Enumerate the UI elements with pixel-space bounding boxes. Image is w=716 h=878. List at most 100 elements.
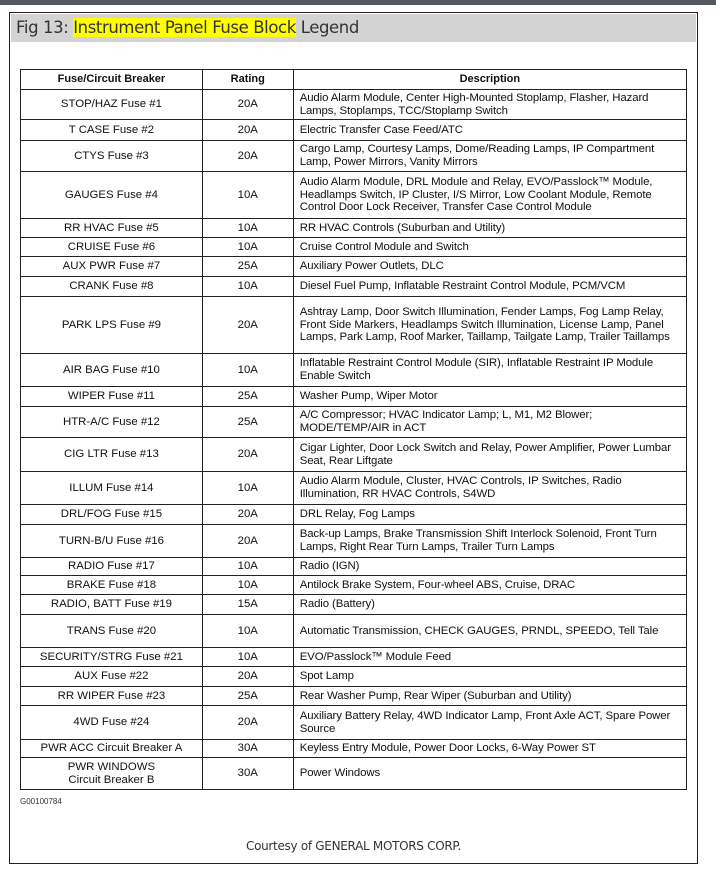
- fuse-name-cell: RADIO, BATT Fuse #19: [20, 594, 203, 615]
- rating-cell: 20A: [201, 437, 294, 472]
- table-row: TURN-B/U Fuse #16 20A Back-up Lamps, Brake…: [20, 524, 688, 558]
- fuse-name-cell: AIR BAG Fuse #10: [20, 353, 203, 387]
- table-row: HTR-A/C Fuse #12 25A A/C Compressor; HVAC …: [20, 406, 688, 438]
- table-row: AUX PWR Fuse #7 25A Auxiliary Power Outlet…: [20, 256, 688, 277]
- description-cell: Cruise Control Module and Switch: [292, 237, 688, 257]
- rating-cell: 25A: [201, 686, 294, 706]
- fuse-name-cell: PWR ACC Circuit Breaker A: [20, 739, 203, 758]
- rating-cell: 10A: [201, 276, 294, 297]
- fuse-name-cell: HTR-A/C Fuse #12: [20, 406, 203, 438]
- table-row: SECURITY/STRG Fuse #21 10A EVO/Passlock™ M…: [20, 647, 688, 667]
- title-bar: Fig 13: Instrument Panel Fuse Block Lege…: [11, 14, 696, 42]
- rating-cell: 10A: [201, 237, 294, 257]
- table-row: WIPER Fuse #11 25A Washer Pump, Wiper Moto…: [20, 386, 688, 407]
- rating-cell: 10A: [201, 471, 294, 505]
- table-row: CTYS Fuse #3 20A Cargo Lamp, Courtesy Lamp…: [20, 140, 688, 172]
- rating-cell: 10A: [201, 575, 294, 595]
- rating-cell: 20A: [201, 140, 294, 172]
- description-cell: EVO/Passlock™ Module Feed: [292, 647, 688, 667]
- description-cell: A/C Compressor; HVAC Indicator Lamp; L, …: [292, 406, 688, 438]
- rating-cell: 25A: [201, 386, 294, 407]
- description-cell: DRL Relay, Fog Lamps: [292, 504, 688, 525]
- rating-cell: 20A: [201, 296, 294, 354]
- title-highlight: Instrument Panel Fuse Block: [73, 18, 296, 37]
- description-cell: Auxiliary Battery Relay, 4WD Indicator L…: [292, 705, 688, 740]
- description-cell: Auxiliary Power Outlets, DLC: [292, 256, 688, 277]
- fuse-name-cell: CTYS Fuse #3: [20, 140, 203, 172]
- fuse-name-cell: RR WIPER Fuse #23: [20, 686, 203, 706]
- description-cell: Cargo Lamp, Courtesy Lamps, Dome/Reading…: [292, 140, 688, 172]
- rating-cell: 10A: [201, 557, 294, 576]
- description-cell: Back-up Lamps, Brake Transmission Shift …: [292, 524, 688, 558]
- description-cell: Washer Pump, Wiper Motor: [292, 386, 688, 407]
- table-row: DRL/FOG Fuse #15 20A DRL Relay, Fog Lamps: [20, 504, 688, 525]
- fuse-name-cell: RADIO Fuse #17: [20, 557, 203, 576]
- header-rating: Rating: [201, 69, 294, 90]
- table-row: AUX Fuse #22 20A Spot Lamp: [20, 666, 688, 687]
- description-cell: RR HVAC Controls (Suburban and Utility): [292, 218, 688, 238]
- fuse-name-cell: TRANS Fuse #20: [20, 614, 203, 648]
- rating-cell: 10A: [201, 614, 294, 648]
- description-cell: Inflatable Restraint Control Module (SIR…: [292, 353, 688, 387]
- header-description: Description: [292, 69, 688, 90]
- rating-cell: 20A: [201, 666, 294, 687]
- fuse-name-cell: CIG LTR Fuse #13: [20, 437, 203, 472]
- fuse-name-cell: CRANK Fuse #8: [20, 276, 203, 297]
- figure-title: Fig 13: Instrument Panel Fuse Block Lege…: [16, 18, 359, 37]
- description-cell: Diesel Fuel Pump, Inflatable Restraint C…: [292, 276, 688, 297]
- fuse-name-cell: RR HVAC Fuse #5: [20, 218, 203, 238]
- fuse-name-cell: BRAKE Fuse #18: [20, 575, 203, 595]
- title-prefix: Fig 13:: [16, 18, 74, 37]
- title-suffix: Legend: [295, 18, 360, 37]
- table-row: CRANK Fuse #8 10A Diesel Fuel Pump, Inflat…: [20, 276, 688, 297]
- table-row: RR WIPER Fuse #23 25A Rear Washer Pump, Re…: [20, 686, 688, 706]
- rating-cell: 30A: [201, 739, 294, 758]
- table-row: RR HVAC Fuse #5 10A RR HVAC Controls (Subu…: [20, 218, 688, 238]
- rating-cell: 20A: [201, 89, 294, 120]
- fuse-name-cell: AUX Fuse #22: [20, 666, 203, 687]
- figure-code: G00100784: [20, 797, 62, 806]
- table-row: RADIO Fuse #17 10A Radio (IGN): [20, 557, 688, 576]
- fuse-name-cell: TURN-B/U Fuse #16: [20, 524, 203, 558]
- description-cell: Audio Alarm Module, DRL Module and Relay…: [292, 171, 688, 219]
- description-cell: Antilock Brake System, Four-wheel ABS, C…: [292, 575, 688, 595]
- courtesy-credit: Courtesy of GENERAL MOTORS CORP.: [246, 839, 461, 853]
- description-cell: Power Windows: [292, 757, 688, 790]
- rating-cell: 10A: [201, 171, 294, 219]
- rating-cell: 20A: [201, 504, 294, 525]
- top-bar: [0, 0, 716, 5]
- rating-cell: 25A: [201, 256, 294, 277]
- rating-cell: 25A: [201, 406, 294, 438]
- fuse-name-cell: 4WD Fuse #24: [20, 705, 203, 740]
- table-row: BRAKE Fuse #18 10A Antilock Brake System, …: [20, 575, 688, 595]
- fuse-name-cell: SECURITY/STRG Fuse #21: [20, 647, 203, 667]
- table-row: PWR WINDOWS Circuit Breaker B 30A Power Wi…: [20, 757, 688, 790]
- table-row: TRANS Fuse #20 10A Automatic Transmission,…: [20, 614, 688, 648]
- rating-cell: 20A: [201, 119, 294, 141]
- fuse-name-cell: GAUGES Fuse #4: [20, 171, 203, 219]
- figure-panel: Fig 13: Instrument Panel Fuse Block Lege…: [9, 12, 698, 864]
- description-cell: Electric Transfer Case Feed/ATC: [292, 119, 688, 141]
- description-cell: Spot Lamp: [292, 666, 688, 687]
- table-row: T CASE Fuse #2 20A Electric Transfer Case …: [20, 119, 688, 141]
- description-cell: Cigar Lighter, Door Lock Switch and Rela…: [292, 437, 688, 472]
- header-fuse: Fuse/Circuit Breaker: [20, 69, 203, 90]
- table-row: CRUISE Fuse #6 10A Cruise Control Module a…: [20, 237, 688, 257]
- table-row: CIG LTR Fuse #13 20A Cigar Lighter, Door L…: [20, 437, 688, 472]
- description-cell: Audio Alarm Module, Center High-Mounted …: [292, 89, 688, 120]
- fuse-name-cell: AUX PWR Fuse #7: [20, 256, 203, 277]
- fuse-name-cell: CRUISE Fuse #6: [20, 237, 203, 257]
- table-row: ILLUM Fuse #14 10A Audio Alarm Module, Clu…: [20, 471, 688, 505]
- rating-cell: 30A: [201, 757, 294, 790]
- rating-cell: 20A: [201, 524, 294, 558]
- table-header-row: Fuse/Circuit Breaker Rating Description: [20, 69, 688, 90]
- rating-cell: 10A: [201, 218, 294, 238]
- rating-cell: 10A: [201, 647, 294, 667]
- fuse-name-cell: PWR WINDOWS Circuit Breaker B: [20, 757, 203, 790]
- table-row: RADIO, BATT Fuse #19 15A Radio (Battery): [20, 594, 688, 615]
- description-cell: Rear Washer Pump, Rear Wiper (Suburban a…: [292, 686, 688, 706]
- table-row: 4WD Fuse #24 20A Auxiliary Battery Relay, …: [20, 705, 688, 740]
- description-cell: Audio Alarm Module, Cluster, HVAC Contro…: [292, 471, 688, 505]
- fuse-name-cell: PARK LPS Fuse #9: [20, 296, 203, 354]
- table-row: AIR BAG Fuse #10 10A Inflatable Restraint …: [20, 353, 688, 387]
